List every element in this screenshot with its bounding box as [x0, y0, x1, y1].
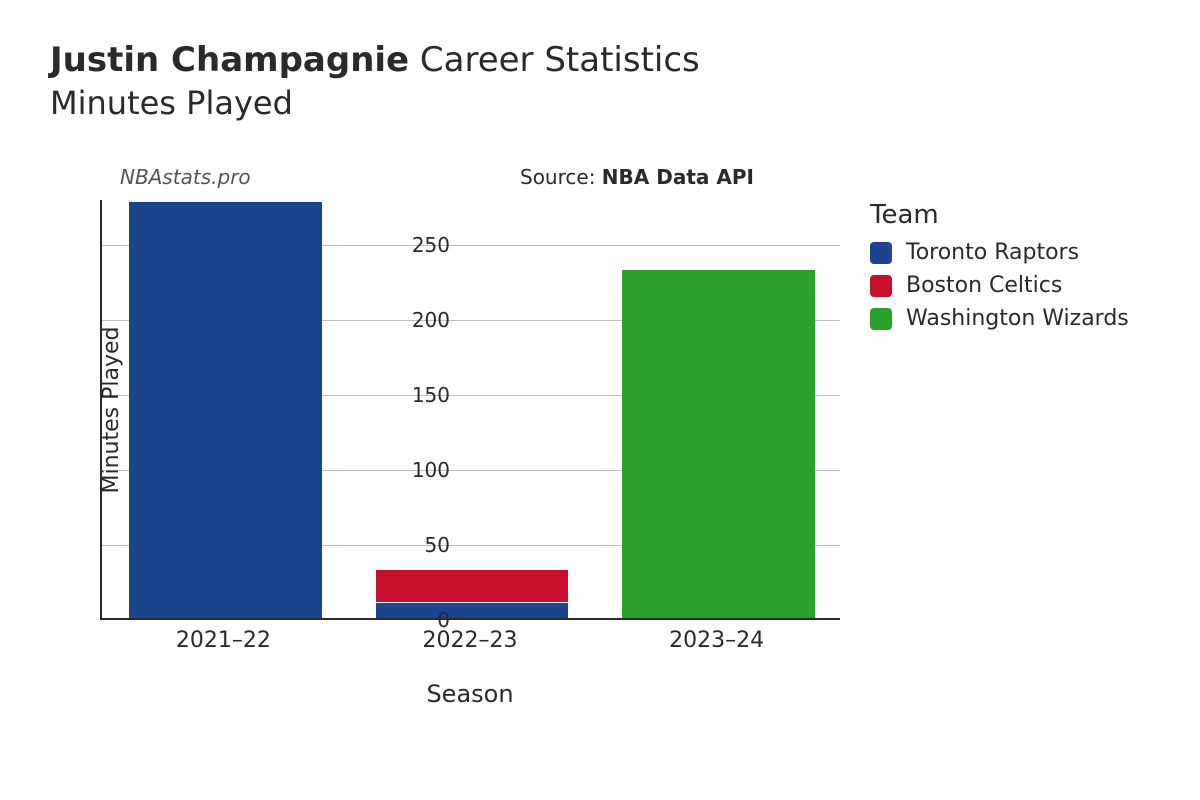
- attribution-site: NBAstats.pro: [120, 165, 251, 189]
- player-name: Justin Champagnie: [50, 40, 409, 80]
- legend-item: Washington Wizards: [870, 306, 1129, 331]
- source-prefix: Source:: [520, 165, 602, 189]
- x-tick-label: 2021–22: [176, 628, 271, 653]
- y-tick-label: 100: [390, 458, 450, 482]
- y-tick-label: 250: [390, 233, 450, 257]
- plot-area: [100, 200, 840, 620]
- bar-segment: [376, 569, 568, 602]
- legend-title: Team: [870, 200, 1129, 230]
- chart-container: Justin Champagnie Career Statistics Minu…: [0, 0, 1200, 800]
- legend-swatch: [870, 275, 892, 297]
- legend-swatch: [870, 242, 892, 264]
- legend-label: Washington Wizards: [906, 306, 1129, 331]
- chart-title-line1: Justin Champagnie Career Statistics: [50, 40, 700, 80]
- title-suffix: Career Statistics: [409, 40, 700, 80]
- legend: Team Toronto Raptors Boston Celtics Washin…: [870, 200, 1129, 339]
- chart-title-block: Justin Champagnie Career Statistics Minu…: [50, 40, 700, 122]
- bar-segment: [129, 201, 321, 618]
- y-tick-label: 150: [390, 383, 450, 407]
- source-name: NBA Data API: [602, 165, 754, 189]
- legend-item: Boston Celtics: [870, 273, 1129, 298]
- x-tick-label: 2022–23: [423, 628, 518, 653]
- legend-item: Toronto Raptors: [870, 240, 1129, 265]
- legend-label: Boston Celtics: [906, 273, 1062, 298]
- x-tick-label: 2023–24: [669, 628, 764, 653]
- y-tick-label: 50: [390, 533, 450, 557]
- y-tick-label: 200: [390, 308, 450, 332]
- x-axis-label: Season: [100, 680, 840, 708]
- legend-label: Toronto Raptors: [906, 240, 1079, 265]
- legend-swatch: [870, 308, 892, 330]
- attribution-source: Source: NBA Data API: [520, 165, 754, 189]
- bar-segment: [622, 269, 814, 619]
- y-axis-label: Minutes Played: [99, 327, 124, 494]
- chart-subtitle: Minutes Played: [50, 84, 700, 122]
